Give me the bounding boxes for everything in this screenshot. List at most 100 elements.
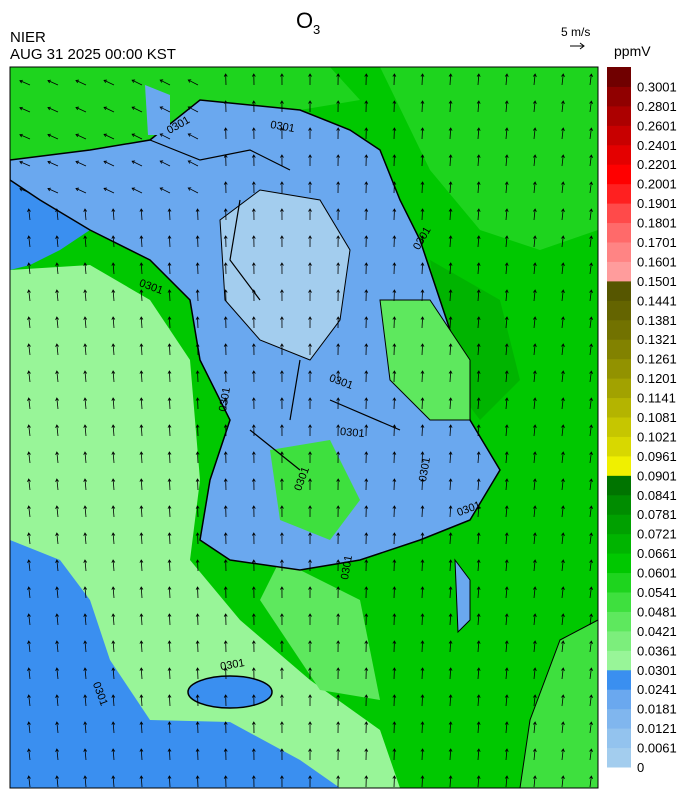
wind-arrow — [476, 235, 481, 248]
wind-arrow — [308, 721, 312, 734]
colorbar-bin — [607, 669, 631, 690]
wind-arrow — [159, 79, 171, 86]
wind-arrow — [139, 343, 144, 356]
wind-arrow — [336, 505, 341, 518]
wind-arrow — [251, 100, 256, 113]
wind-arrow — [223, 127, 228, 140]
wind-arrow — [223, 316, 228, 329]
wind-arrow — [476, 451, 481, 464]
wind-arrow — [280, 235, 284, 248]
wind-arrow — [533, 532, 537, 545]
colorbar-label: 0.0541 — [637, 585, 677, 600]
wind-arrow — [280, 343, 284, 356]
colorbar-bin — [607, 222, 631, 243]
wind-arrow — [251, 370, 256, 383]
wind-arrow — [280, 451, 284, 464]
wind-arrow — [476, 262, 481, 275]
wind-arrow — [280, 208, 284, 221]
wind-arrow — [448, 559, 453, 572]
wind-arrow — [448, 343, 453, 356]
wind-arrow — [504, 262, 509, 275]
wind-arrow — [476, 640, 481, 653]
wind-arrow — [392, 586, 397, 599]
wind-arrow — [476, 775, 481, 788]
colorbar-label: 0.1701 — [637, 235, 677, 250]
wind-arrow — [364, 667, 369, 680]
wind-arrow — [336, 370, 341, 383]
wind-arrow — [504, 478, 509, 491]
wind-arrow — [83, 748, 88, 761]
wind-arrow — [420, 370, 425, 383]
wind-arrow — [533, 127, 537, 140]
wind-arrow — [448, 181, 453, 194]
wind-arrow — [336, 721, 341, 734]
wind-arrow — [504, 154, 509, 167]
wind-arrow — [280, 73, 284, 86]
colorbar-label: 0.2001 — [637, 177, 677, 192]
colorbar-unit: ppmV — [614, 43, 651, 59]
wind-arrow — [111, 586, 116, 599]
wind-arrow — [195, 424, 200, 437]
wind-arrow — [561, 316, 565, 329]
wind-arrow — [448, 694, 453, 707]
wind-arrow — [103, 160, 115, 167]
wind-arrow — [392, 424, 397, 437]
wind-arrow — [336, 613, 341, 626]
colorbar-bin — [607, 203, 631, 224]
colorbar-bin — [607, 650, 631, 671]
wind-arrow — [392, 181, 397, 194]
wind-arrow — [251, 424, 256, 437]
wind-arrow — [75, 133, 87, 140]
wind-arrow — [167, 667, 172, 680]
wind-arrow — [589, 667, 593, 680]
wind-arrow — [251, 721, 256, 734]
wind-arrow — [27, 235, 31, 248]
wind-arrow — [392, 721, 397, 734]
wind-arrow — [448, 235, 453, 248]
wind-arrow — [336, 127, 341, 140]
wind-arrow — [280, 424, 284, 437]
wind-arrow — [533, 586, 537, 599]
wind-arrow — [27, 721, 31, 734]
wind-arrow — [251, 532, 256, 545]
wind-arrow — [392, 262, 397, 275]
wind-arrow — [55, 667, 59, 680]
colorbar-bin — [607, 747, 631, 768]
wind-arrow — [167, 505, 172, 518]
colorbar-label: 0.3001 — [637, 79, 677, 94]
colorbar-label: 0.2801 — [637, 99, 677, 114]
wind-arrow — [111, 316, 116, 329]
wind-arrow — [131, 133, 143, 140]
wind-arrow — [561, 235, 565, 248]
wind-arrow — [420, 73, 425, 86]
wind-arrow — [55, 289, 59, 302]
wind-arrow — [504, 505, 509, 518]
wind-arrow — [533, 613, 537, 626]
wind-arrow — [308, 451, 312, 464]
wind-arrow — [448, 478, 453, 491]
wind-arrow — [476, 667, 481, 680]
wind-arrow — [55, 586, 59, 599]
wind-arrow — [448, 208, 453, 221]
wind-arrow — [561, 424, 565, 437]
wind-arrow — [364, 451, 369, 464]
wind-arrow — [589, 640, 593, 653]
wind-arrow — [75, 187, 87, 194]
wind-arrow — [392, 100, 397, 113]
wind-arrow — [27, 559, 31, 572]
wind-arrow — [251, 316, 256, 329]
wind-arrow — [420, 262, 425, 275]
wind-arrow — [476, 100, 481, 113]
wind-arrow — [561, 505, 565, 518]
wind-arrow — [55, 505, 59, 518]
wind-arrow — [533, 343, 537, 356]
wind-arrow — [364, 208, 369, 221]
colorbar-bin — [607, 455, 631, 476]
wind-arrow — [111, 451, 116, 464]
wind-arrow — [251, 451, 256, 464]
wind-arrow — [589, 748, 593, 761]
wind-arrow — [111, 424, 116, 437]
wind-arrow — [103, 106, 115, 113]
wind-arrow — [83, 586, 88, 599]
wind-arrow — [308, 127, 312, 140]
